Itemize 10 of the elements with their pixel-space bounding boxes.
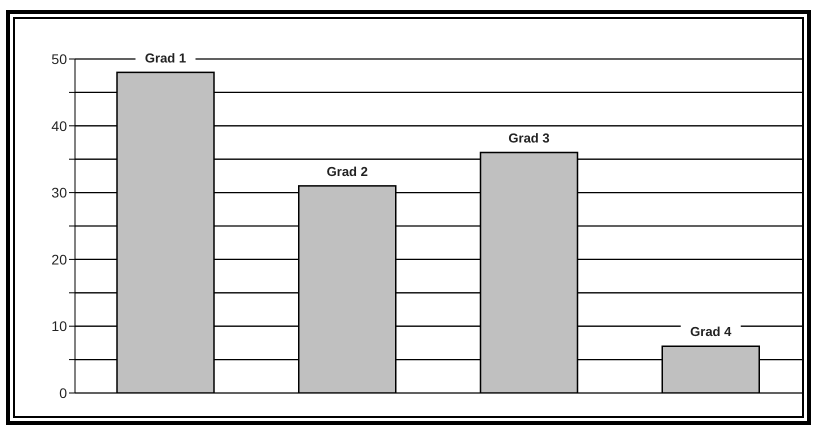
- y-tick-label: 0: [59, 384, 68, 401]
- x-tick-label: Grad 3: [508, 130, 550, 146]
- y-tick-label: 40: [51, 118, 68, 134]
- x-tick-label: Grad 2: [326, 164, 368, 179]
- y-tick-label: 10: [51, 318, 68, 334]
- x-tick-label: Grad 1: [144, 50, 186, 66]
- x-tick-label: Grad 4: [690, 324, 732, 340]
- y-tick-label: 20: [51, 251, 68, 268]
- y-tick-label: 50: [51, 50, 68, 67]
- y-tick-label: 30: [51, 184, 68, 201]
